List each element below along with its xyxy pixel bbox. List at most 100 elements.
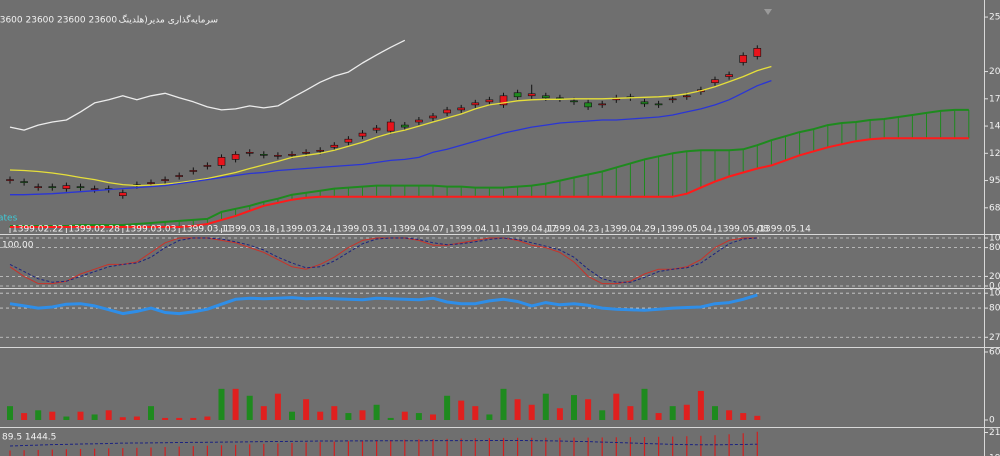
bar [573,437,575,456]
bar [37,449,39,456]
bar [500,388,507,420]
series-line [9,65,772,187]
bar [347,441,349,456]
candle-body [48,186,57,188]
candle-body [711,79,719,83]
candle-body [344,138,353,143]
shift-marker [764,9,772,15]
bar [502,437,505,456]
bar [585,399,592,420]
bar [51,449,53,456]
series-line [9,237,758,285]
y-tick-label: 20300 [989,67,1000,77]
x-tick-label: 1399.03.31 [336,225,388,235]
bar [754,415,761,420]
series-line [10,137,969,228]
candle-body [471,102,480,106]
bar [387,417,394,420]
bar [430,414,436,420]
pane: 6800 9500 12200 14900 17600 20300 25700 23600 2… [0,13,1000,235]
y-tick-label: 25700 [989,13,1000,23]
bar [599,410,606,420]
candle-body [725,74,733,77]
y-tick-label: 215 [989,428,1000,438]
candle-body [682,95,691,98]
series-line [9,293,758,316]
pane-header: 100.00 [2,241,34,251]
bar [192,446,194,456]
bar [108,448,110,456]
x-tick-label: 1399.05.14 [759,225,811,235]
bar [712,406,718,420]
bar [345,413,352,420]
y-tick-label: 80 [989,304,1000,314]
bar [697,390,704,420]
y-tick-label: 198 [989,454,1000,456]
bar [686,436,688,456]
bar [79,449,82,456]
bar [700,435,702,456]
series-line [9,39,406,131]
candle-body [245,152,254,154]
candle-body [147,182,155,184]
x-tick-label: 1399.04.17 [506,225,558,235]
bar [669,406,676,420]
bar [655,413,662,420]
bar [274,393,281,420]
candle-body [753,48,762,57]
bar [641,388,648,420]
bar [136,447,138,456]
candle-body [6,179,14,181]
bar [444,395,451,420]
bar [556,408,563,420]
y-tick-label: 14900 [989,122,1000,132]
series-line [10,108,969,227]
candle-body [513,92,522,98]
y-tick-label: 0.0 [989,282,1000,292]
bar [446,438,448,456]
bar [23,450,25,456]
candle-body [316,149,325,152]
bar [150,447,152,456]
bar [613,393,620,420]
x-tick-label: 1399.04.11 [449,225,501,235]
bar [361,440,364,456]
x-tick-label: 1399.03.11 [181,225,233,235]
bar [133,416,140,420]
bar [726,410,733,420]
bar [305,442,307,456]
bar [249,444,251,456]
candle-body [429,115,437,119]
bar [601,437,603,456]
candle-body [584,102,592,108]
candle-body [400,124,409,128]
bar [740,413,747,420]
x-tick-label: 1399.03.24 [280,225,332,235]
bar [728,434,730,456]
bar [303,399,310,420]
bar [122,448,124,456]
bar [49,411,56,420]
candle-body [372,127,381,131]
x-tick-label: 1399.03.03 [125,225,177,235]
candle-body [443,109,451,114]
bar [220,445,223,456]
bar [390,440,392,456]
bar [432,439,434,456]
bar [460,438,462,456]
bar [472,406,479,420]
candle-body [259,154,268,156]
bar [291,443,293,456]
candle-body [274,155,282,157]
pane-header: 23600 23600 23600 23600 [0,16,117,26]
bar [164,447,166,456]
candle-body [485,99,494,103]
bar [742,433,744,456]
bar [643,437,646,456]
bar [629,437,631,456]
bar [672,436,674,456]
bar [319,442,321,456]
y-tick-label: 80 [989,243,1000,253]
